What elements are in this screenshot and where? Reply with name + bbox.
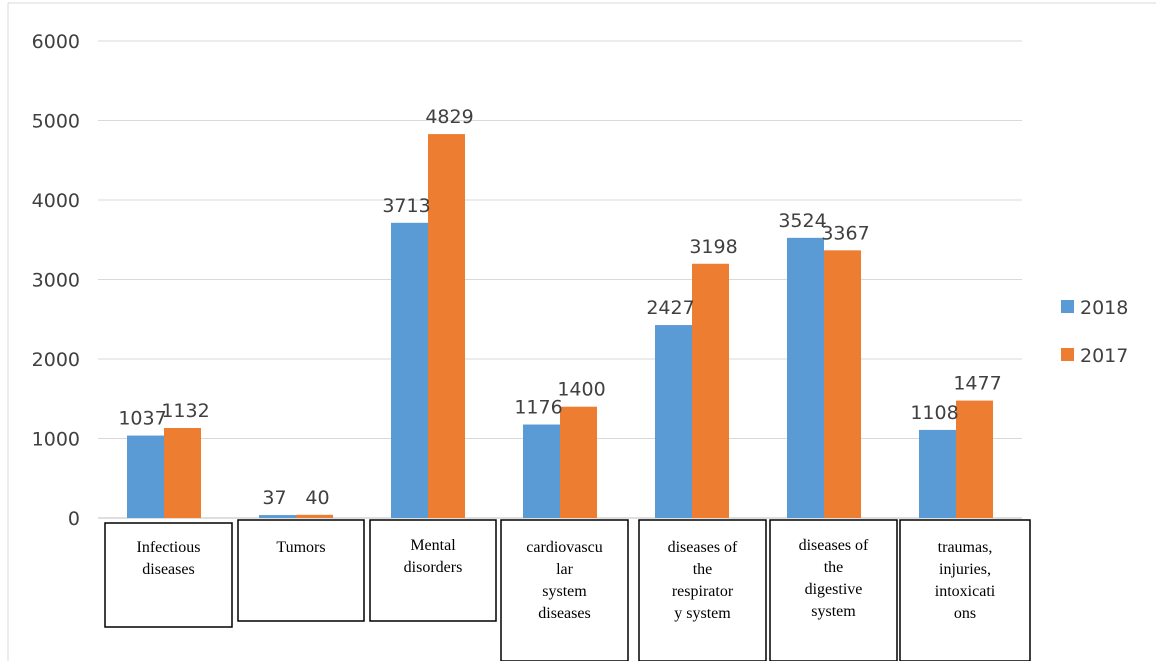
category-labels: Infectious diseases Tumors Mental disorders c… <box>104 519 1031 662</box>
data-label-2018: 1037 <box>118 408 166 430</box>
gridlines <box>98 40 1022 519</box>
data-label-2018: 3524 <box>778 210 826 232</box>
data-label-2018: 1108 <box>910 402 958 424</box>
bar-2018 <box>523 424 560 518</box>
category-label-box <box>369 519 497 622</box>
category-label: intoxicati <box>935 583 996 600</box>
bar-2018 <box>787 237 824 519</box>
data-label-2018: 2427 <box>646 297 694 319</box>
y-tick-label: 1000 <box>32 429 80 451</box>
category-label: lar <box>556 561 574 578</box>
bar-2018 <box>259 515 296 518</box>
category-label: system <box>542 583 587 600</box>
category-label: the <box>693 561 713 578</box>
legend-label-2018: 2018 <box>1080 297 1128 319</box>
category-label: the <box>824 559 844 576</box>
bar-2018 <box>655 325 692 518</box>
data-label-2017: 3198 <box>689 236 737 258</box>
y-axis-tick-labels: 0 1000 2000 3000 4000 5000 6000 <box>32 31 80 530</box>
category-label: Infectious <box>137 539 201 556</box>
category-label: diseases of <box>799 537 869 554</box>
category-label: respirator <box>672 583 734 600</box>
y-tick-label: 6000 <box>32 31 80 53</box>
bar-2017 <box>164 428 201 518</box>
legend-swatch-2018 <box>1061 300 1074 313</box>
category-label: diseases <box>142 561 194 578</box>
bar-2018 <box>391 222 428 518</box>
y-tick-label: 2000 <box>32 349 80 371</box>
bar-2018 <box>919 429 956 518</box>
legend: 2018 2017 <box>1061 297 1128 367</box>
category-label: Mental <box>410 537 456 554</box>
data-label-2017: 4829 <box>425 106 473 128</box>
category-label: traumas, <box>938 539 993 556</box>
category-label: digestive <box>805 581 863 598</box>
category-label-box <box>237 519 365 622</box>
data-label-2017: 40 <box>305 487 329 509</box>
bar-2017 <box>560 406 597 518</box>
category-label: diseases of <box>668 539 738 556</box>
category-label-box <box>769 519 898 662</box>
bar-2017 <box>296 514 333 518</box>
category-label: ons <box>954 605 976 622</box>
y-tick-label: 5000 <box>32 111 80 133</box>
category-label-box <box>104 522 233 628</box>
bar-2017 <box>428 134 465 519</box>
legend-label-2017: 2017 <box>1080 345 1128 367</box>
category-label: Tumors <box>276 539 325 556</box>
data-label-2017: 1477 <box>953 373 1001 395</box>
data-label-2017: 1400 <box>557 379 605 401</box>
category-label: disorders <box>404 559 463 576</box>
bars <box>127 134 993 519</box>
bar-2018 <box>127 435 164 518</box>
y-tick-label: 4000 <box>32 190 80 212</box>
category-label-box <box>899 519 1031 662</box>
data-label-2018: 1176 <box>514 397 562 419</box>
data-label-2017: 1132 <box>161 400 209 422</box>
category-label: cardiovascu <box>526 539 602 556</box>
category-label-box <box>638 519 767 662</box>
legend-swatch-2017 <box>1061 348 1074 361</box>
y-tick-label: 3000 <box>32 270 80 292</box>
category-label: diseases <box>538 605 590 622</box>
category-label: injuries, <box>939 561 991 578</box>
y-tick-label: 0 <box>68 508 80 530</box>
category-label: system <box>811 603 856 620</box>
bar-2017 <box>824 250 861 519</box>
category-label-box <box>500 519 629 662</box>
data-label-2018: 37 <box>262 487 286 509</box>
category-label: y system <box>674 605 731 622</box>
data-label-2017: 3367 <box>821 222 869 244</box>
bar-2017 <box>956 400 993 518</box>
bar-2017 <box>692 263 729 518</box>
data-label-2018: 3713 <box>382 195 430 217</box>
